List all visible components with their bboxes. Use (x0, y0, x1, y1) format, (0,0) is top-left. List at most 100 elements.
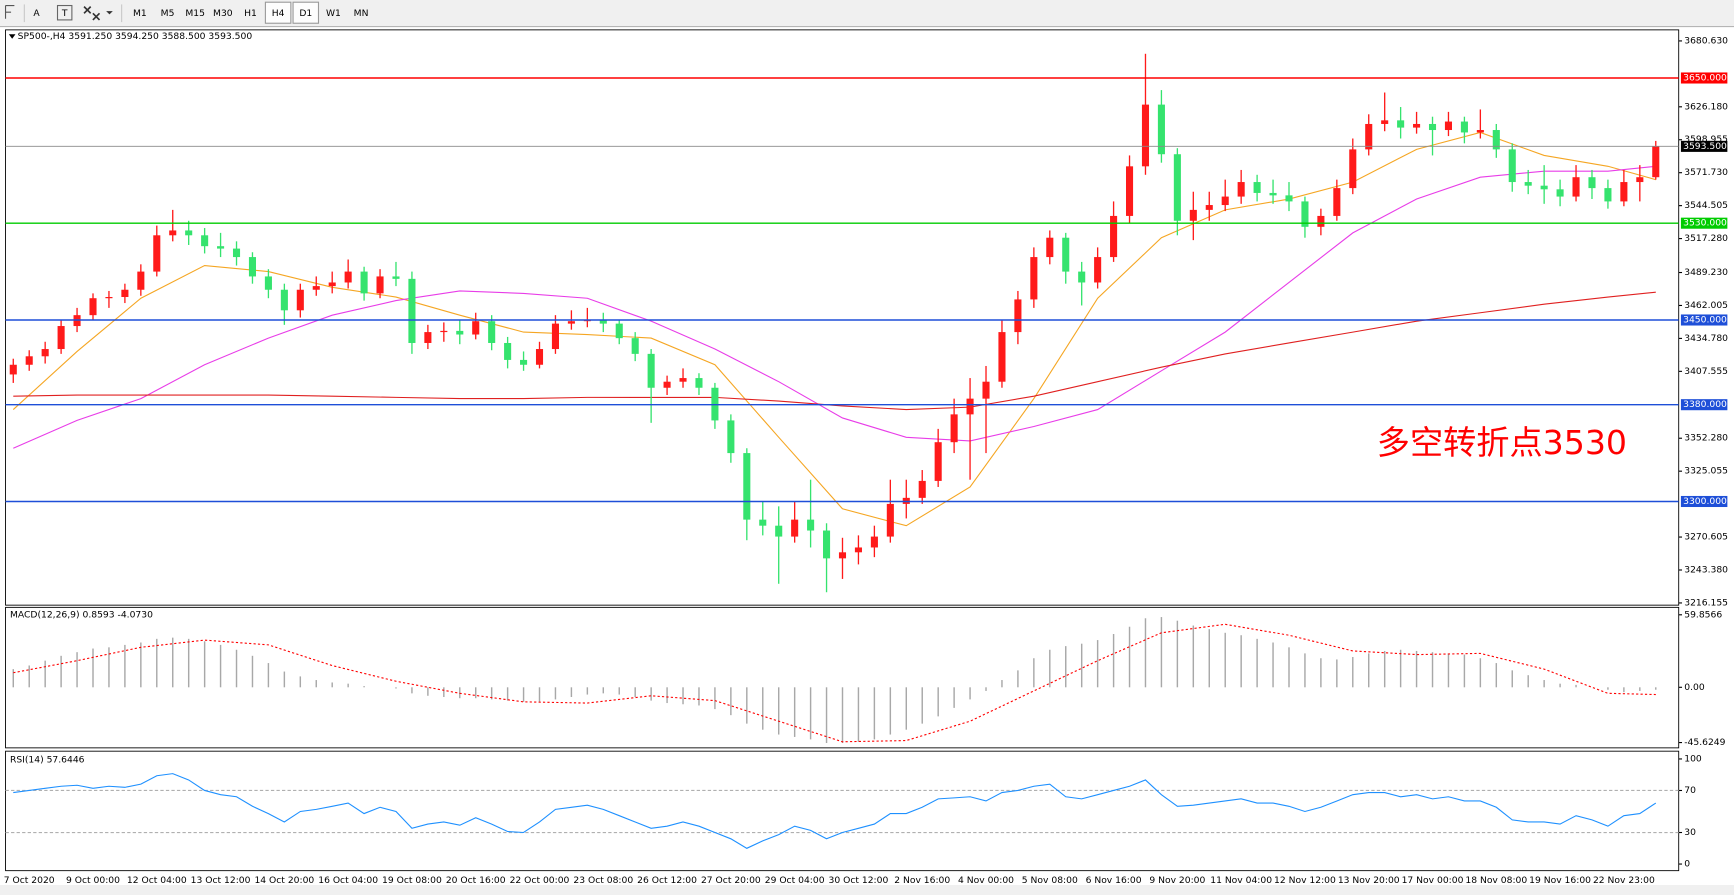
timeframe-button[interactable]: D1 (299, 8, 312, 19)
timeframe-button[interactable]: H1 (244, 8, 257, 19)
x-tick-label: 22 Oct 00:00 (510, 875, 570, 886)
candle-body (934, 442, 942, 481)
candle-body (870, 536, 878, 548)
y-tick-label: 3517.280 (1684, 233, 1728, 244)
candle-body (966, 398, 974, 415)
y-tick-label: 3489.230 (1684, 267, 1728, 278)
candle-body (759, 519, 767, 526)
candle-body (950, 414, 958, 443)
y-tick-label: 3352.280 (1684, 433, 1728, 444)
x-tick-label: 7 Oct 2020 (4, 875, 55, 886)
candle-body (743, 453, 751, 520)
candle-body (312, 286, 320, 290)
level-label-bg (1680, 217, 1728, 229)
y-tick-label: 3407.555 (1684, 366, 1728, 377)
candle-body (57, 326, 65, 350)
timeframe-button[interactable]: M30 (213, 8, 233, 19)
candle-body (663, 381, 671, 388)
x-tick-label: 20 Oct 16:00 (446, 875, 506, 886)
tool-label[interactable]: A (33, 8, 40, 19)
y-tick-label: 3325.055 (1684, 466, 1728, 477)
tool-icon[interactable] (4, 4, 15, 19)
text-tool-box[interactable] (56, 4, 73, 21)
rsi-line (13, 773, 1657, 849)
tool-label[interactable]: T (61, 8, 68, 19)
rsi-panel (5, 750, 1680, 872)
candle-body (615, 323, 623, 339)
panel-menu-arrow[interactable] (8, 34, 16, 39)
timeframe-button[interactable]: M5 (161, 8, 175, 19)
timeframe-button[interactable]: M1 (133, 8, 147, 19)
x-tick-label: 14 Oct 20:00 (254, 875, 314, 886)
candle-body (998, 332, 1006, 382)
x-tick-label: 22 Nov 23:00 (1593, 875, 1655, 886)
candle-body (1508, 149, 1516, 183)
candle-body (982, 381, 990, 399)
toolbar (0, 0, 1734, 28)
candle-body (535, 349, 544, 365)
candle-body (1014, 299, 1022, 333)
macd-panel (5, 606, 1680, 749)
candle-body (1652, 146, 1660, 178)
y-tick-label: 3571.730 (1684, 167, 1728, 178)
level-label: 3450.000 (1683, 314, 1727, 325)
candle-body (264, 276, 272, 290)
candle-body (376, 276, 384, 294)
candle-body (185, 230, 193, 236)
level-label: 3650.000 (1683, 72, 1727, 83)
arrow-tool[interactable] (83, 6, 101, 21)
current-price-label: 3593.500 (1683, 141, 1727, 152)
candle-body (137, 271, 145, 290)
candle-body (1189, 209, 1197, 221)
candle-body (280, 289, 288, 311)
candle-body (567, 321, 575, 324)
timeframe-button[interactable]: M15 (185, 8, 205, 19)
y-tick-label: 70 (1684, 785, 1696, 796)
candle-body (1444, 121, 1453, 131)
candle-body (1604, 188, 1612, 202)
y-tick-label: 0.00 (1684, 682, 1705, 693)
candle-body (472, 321, 480, 335)
button-pressed[interactable] (264, 1, 292, 24)
candle-body (791, 519, 799, 537)
x-tick-label: 9 Nov 20:00 (1149, 875, 1205, 886)
timeframe-button[interactable]: H4 (272, 8, 285, 19)
candle-body (1157, 104, 1165, 155)
x-tick-label: 4 Nov 00:00 (958, 875, 1014, 886)
timeframe-button[interactable]: MN (354, 8, 369, 19)
candle-body (25, 356, 33, 365)
level-label: 3380.000 (1683, 399, 1727, 410)
y-tick-label: 3680.630 (1684, 35, 1728, 46)
candle-body (1173, 154, 1181, 221)
x-tick-label: 13 Nov 20:00 (1338, 875, 1400, 886)
candle-body (1572, 177, 1580, 197)
candle-body (1046, 237, 1054, 258)
candle-body (105, 296, 113, 299)
x-tick-label: 18 Nov 08:00 (1465, 875, 1527, 886)
candle-body (440, 330, 448, 333)
current-price-bg (1680, 140, 1728, 152)
candle-body (1636, 177, 1644, 183)
y-tick-label: -45.6249 (1684, 737, 1725, 748)
candle-body (1078, 271, 1086, 283)
button-pressed[interactable] (292, 1, 320, 24)
candle-body (1620, 182, 1628, 202)
candle-body (1333, 188, 1341, 216)
candle-body (1397, 120, 1405, 128)
candle-body (631, 338, 639, 354)
x-tick-label: 29 Oct 04:00 (765, 875, 825, 886)
y-tick-label: 3434.780 (1684, 333, 1728, 344)
candle-body (1205, 205, 1213, 210)
candle-body (520, 359, 528, 365)
chart-title: SP500-,H4 3591.250 3594.250 3588.500 359… (18, 31, 253, 42)
dropdown-arrow[interactable] (106, 11, 113, 15)
timeframe-button[interactable]: W1 (326, 8, 341, 19)
y-tick-label: 3243.380 (1684, 564, 1728, 575)
x-tick-label: 19 Oct 08:00 (382, 875, 442, 886)
candle-body (1317, 215, 1325, 227)
signal-line (13, 623, 1656, 743)
y-tick-label: 3270.605 (1684, 532, 1728, 543)
y-tick-label: 100 (1684, 753, 1702, 764)
